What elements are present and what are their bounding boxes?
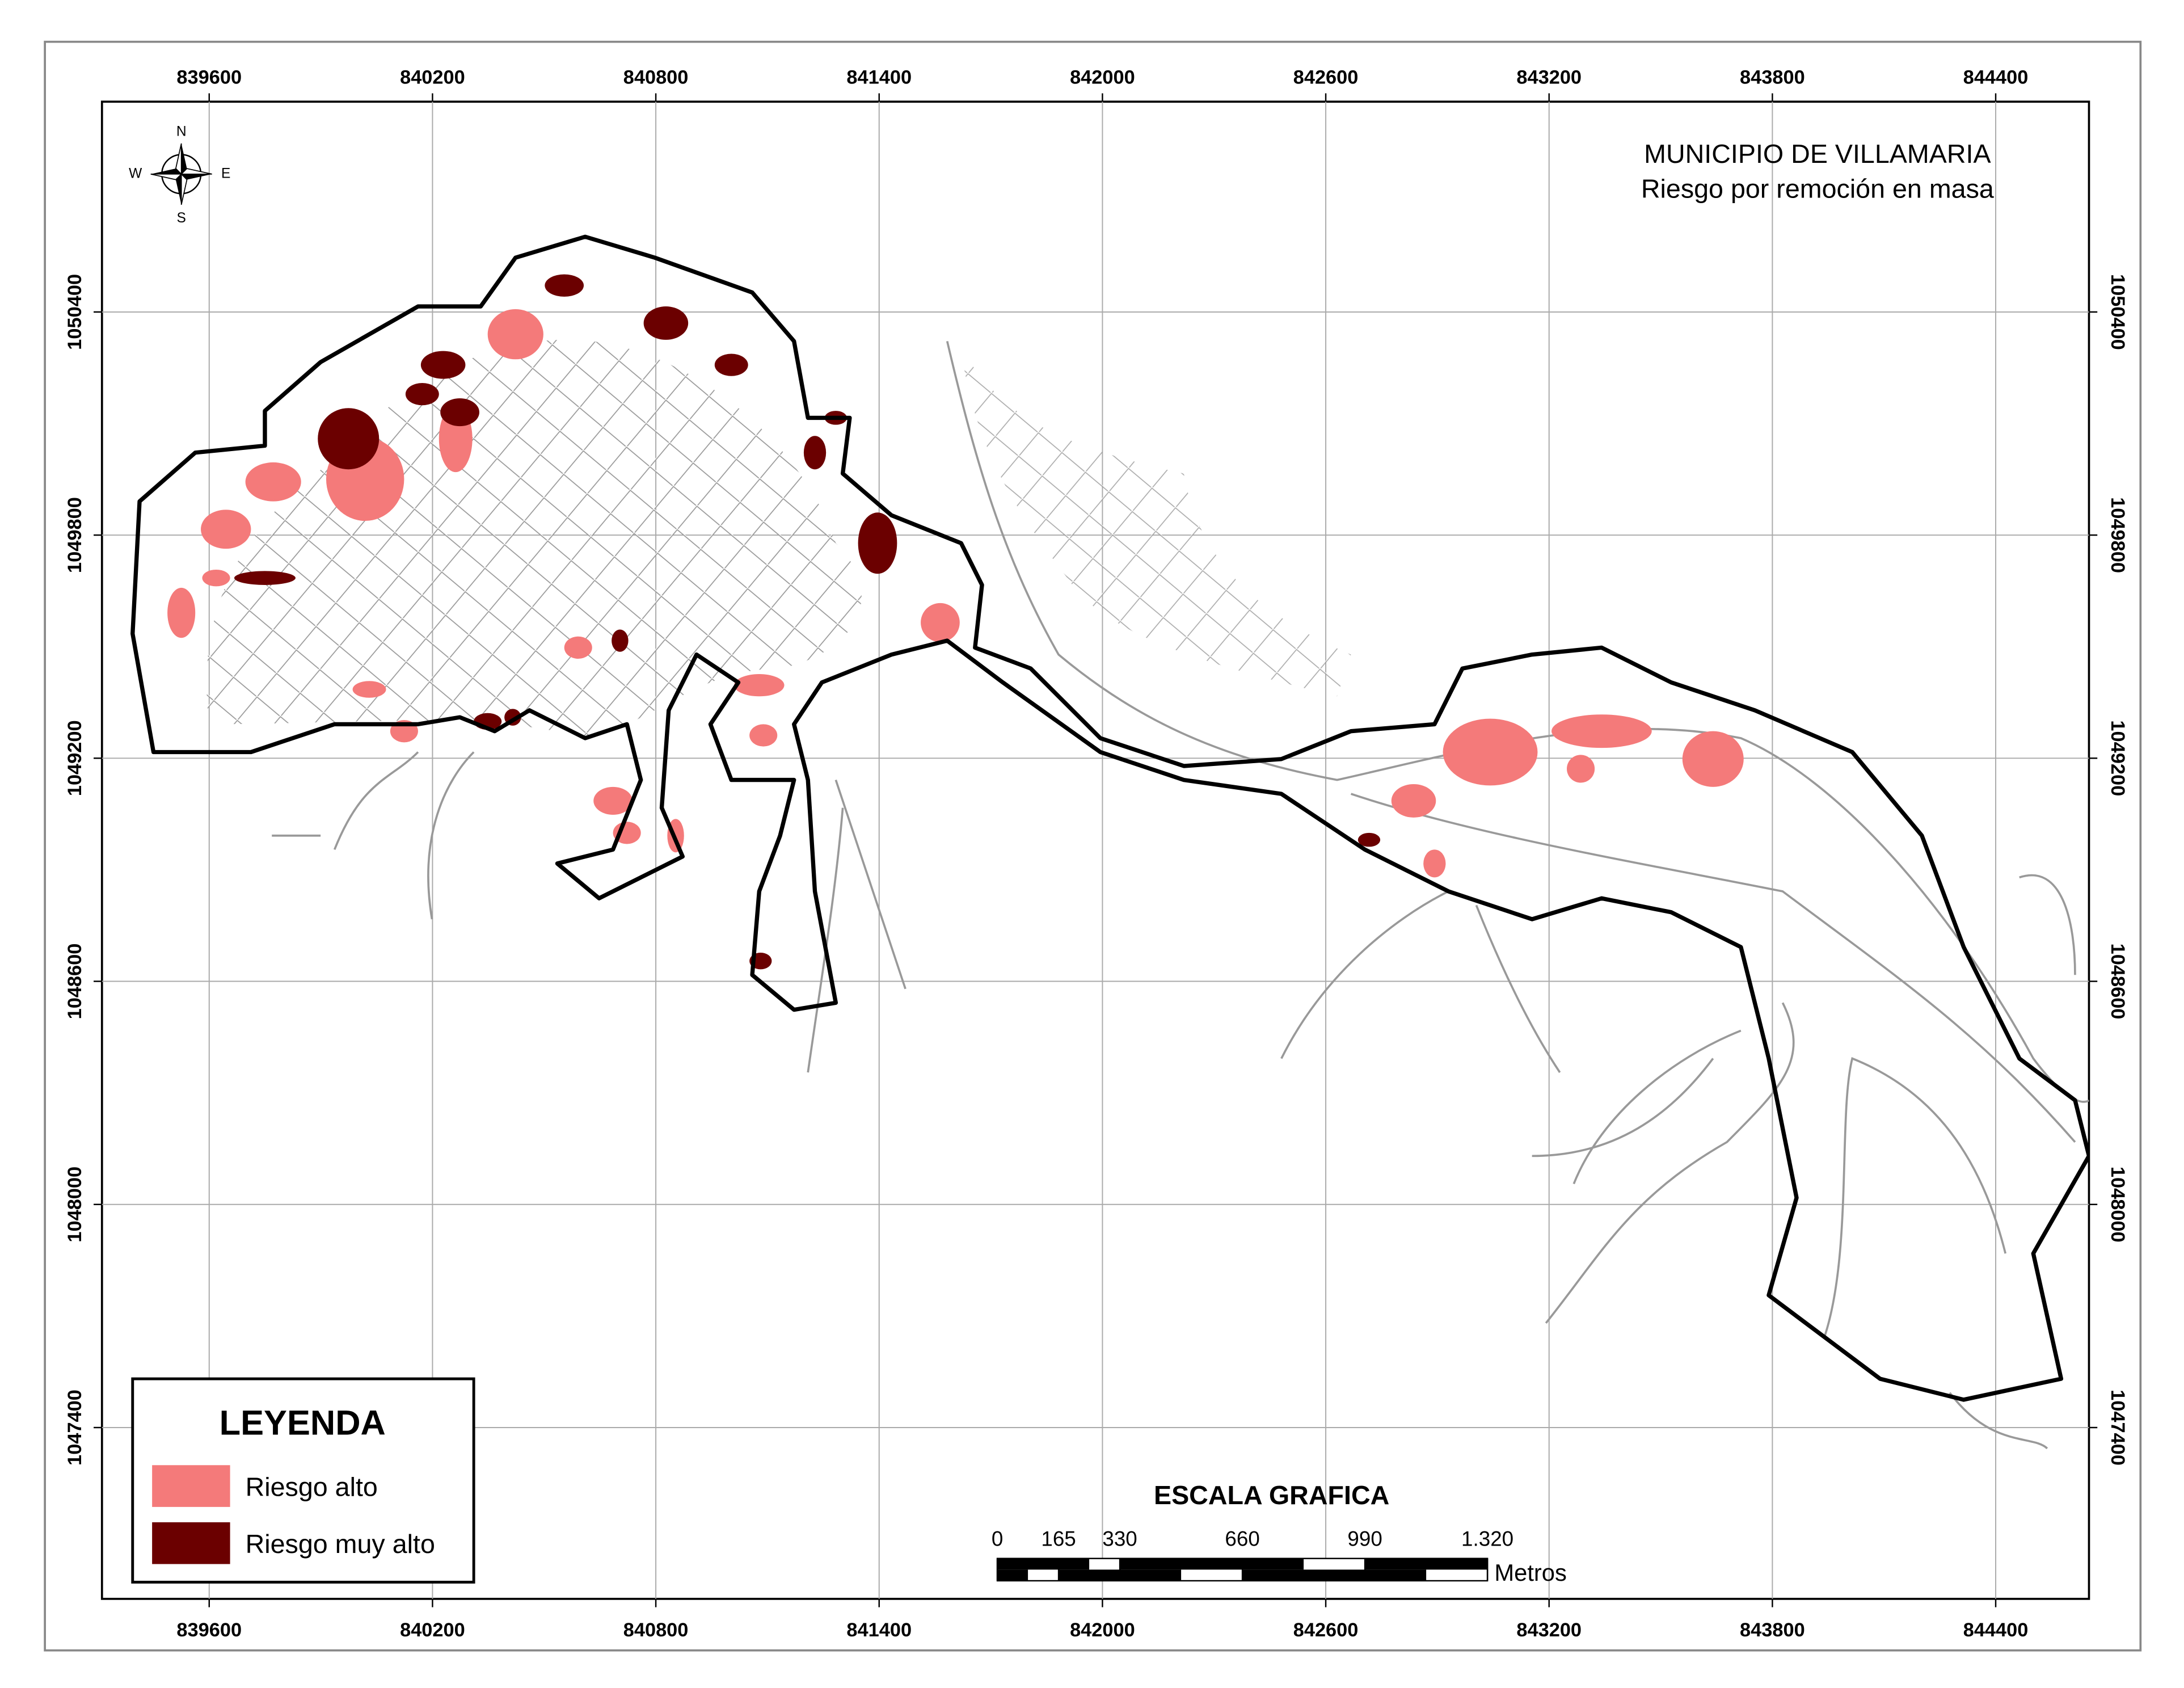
x-tick-label: 839600 bbox=[176, 66, 242, 88]
y-tick-label: 1047400 bbox=[64, 1390, 86, 1466]
streets-east bbox=[961, 348, 1351, 697]
x-tick-label: 842000 bbox=[1070, 1619, 1135, 1641]
scale-segment bbox=[1242, 1569, 1365, 1581]
y-tick-label: 1050400 bbox=[64, 274, 86, 350]
x-tick-label: 842600 bbox=[1293, 1619, 1359, 1641]
municipal-boundary bbox=[130, 234, 2089, 1402]
y-tick-label: 1049800 bbox=[64, 497, 86, 573]
y-tick-label: 1050400 bbox=[2107, 274, 2128, 350]
compass-s: S bbox=[176, 211, 185, 226]
scale-segment bbox=[1059, 1558, 1090, 1570]
x-tick-label: 844400 bbox=[1963, 66, 2029, 88]
scale-segment bbox=[1120, 1558, 1243, 1570]
scale-segment bbox=[997, 1558, 1059, 1570]
scale-label: 165 bbox=[1041, 1527, 1076, 1551]
y-tick-label: 1048600 bbox=[2107, 944, 2128, 1020]
scale-label: 330 bbox=[1102, 1527, 1137, 1551]
legend-swatch bbox=[152, 1465, 230, 1507]
title-block: MUNICIPIO DE VILLAMARIA Riesgo por remoc… bbox=[1641, 139, 1994, 203]
compass-n: N bbox=[176, 124, 187, 140]
y-tick-label: 1049200 bbox=[64, 720, 86, 796]
x-tick-label: 841400 bbox=[846, 1619, 912, 1641]
x-tick-label: 840200 bbox=[400, 1619, 465, 1641]
scale-label: 1.320 bbox=[1461, 1527, 1513, 1551]
x-tick-label: 839600 bbox=[176, 1619, 242, 1641]
scale-label: 660 bbox=[1225, 1527, 1259, 1551]
roads bbox=[272, 340, 2089, 1450]
map-frame bbox=[100, 100, 2090, 1600]
y-tick-label: 1048000 bbox=[2107, 1167, 2128, 1243]
x-tick-label: 840800 bbox=[623, 66, 689, 88]
scale-segment bbox=[1365, 1558, 1488, 1570]
y-tick-label: 1049200 bbox=[2107, 720, 2128, 796]
tick-labels: 839600 839600 840200 840200 840800 840800 8414… bbox=[64, 66, 2128, 1641]
map-title: MUNICIPIO DE VILLAMARIA bbox=[1644, 139, 1991, 169]
legend: LEYENDA Riesgo alto Riesgo muy alto bbox=[131, 1377, 475, 1584]
riesgo-muy-alto-areas bbox=[234, 274, 1381, 970]
x-tick-label: 841400 bbox=[846, 66, 912, 88]
scale-segment bbox=[1059, 1569, 1120, 1581]
scale-title: ESCALA GRAFICA bbox=[1154, 1480, 1389, 1510]
compass-w: W bbox=[129, 166, 142, 181]
legend-title: LEYENDA bbox=[220, 1403, 386, 1442]
x-tick-label: 844400 bbox=[1963, 1619, 2029, 1641]
x-tick-label: 843800 bbox=[1740, 1619, 1805, 1641]
x-tick-label: 840800 bbox=[623, 1619, 689, 1641]
map-content bbox=[130, 234, 2089, 1450]
scale-segment bbox=[997, 1569, 1028, 1581]
x-tick-label: 843200 bbox=[1516, 66, 1582, 88]
compass-e: E bbox=[221, 166, 230, 181]
north-arrow: N S E W bbox=[129, 124, 230, 226]
scale-segment bbox=[1242, 1558, 1304, 1570]
x-tick-label: 840200 bbox=[400, 66, 465, 88]
legend-swatch bbox=[152, 1522, 230, 1564]
x-tick-label: 842000 bbox=[1070, 66, 1135, 88]
riesgo-alto-areas bbox=[167, 309, 1744, 878]
x-tick-label: 842600 bbox=[1293, 66, 1359, 88]
scale-bar: ESCALA GRAFICA Metros 0 165 330 660 990 1.320 bbox=[992, 1480, 1567, 1586]
scale-segment bbox=[1120, 1569, 1182, 1581]
x-tick-label: 843200 bbox=[1516, 1619, 1582, 1641]
scale-segment bbox=[1365, 1569, 1427, 1581]
scale-label: 0 bbox=[992, 1527, 1003, 1551]
y-tick-label: 1048000 bbox=[64, 1167, 86, 1243]
scale-unit: Metros bbox=[1494, 1559, 1567, 1586]
y-tick-label: 1049800 bbox=[2107, 497, 2128, 573]
x-tick-label: 843800 bbox=[1740, 66, 1805, 88]
map-subtitle: Riesgo por remoción en masa bbox=[1641, 174, 1994, 204]
legend-label: Riesgo muy alto bbox=[246, 1529, 435, 1559]
y-tick-label: 1047400 bbox=[2107, 1390, 2128, 1466]
scale-label: 990 bbox=[1347, 1527, 1382, 1551]
legend-label: Riesgo alto bbox=[246, 1472, 378, 1501]
y-tick-label: 1048600 bbox=[64, 944, 86, 1020]
